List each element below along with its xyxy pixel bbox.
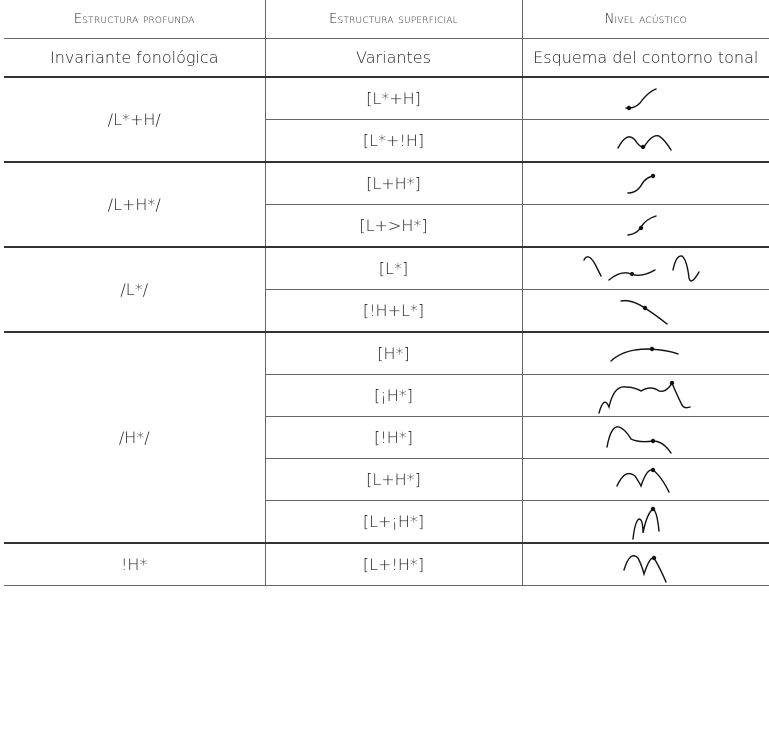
header-deep-structure: Estructura profunda xyxy=(4,0,266,39)
subheader-invariant: Invariante fonológica xyxy=(4,38,266,78)
invariant-cell: /L*+H/ xyxy=(4,76,266,163)
contour-cell xyxy=(521,458,769,501)
subheader-row: Invariante fonológica Variantes Esquema … xyxy=(4,38,769,78)
table-row: [!H*] xyxy=(4,416,769,459)
variant-cell: [L+H*] xyxy=(264,161,523,205)
contour-cell xyxy=(521,76,769,120)
fall-mid-dot-icon xyxy=(620,299,668,325)
variant-cell: [L+H*] xyxy=(264,458,523,501)
invariant-cell: /H*/ xyxy=(4,331,266,544)
table-row: !H* [L+!H*] xyxy=(4,542,769,586)
intonation-table: Estructura profunda Estructura superfici… xyxy=(4,0,769,586)
variant-cell: [L+¡H*] xyxy=(264,500,523,544)
contour-cell xyxy=(521,331,769,375)
rise-high-dot-icon xyxy=(627,173,655,194)
header-acoustic-level: Nivel acústico xyxy=(521,0,769,39)
contour-cell xyxy=(521,416,769,459)
contour-cell xyxy=(521,246,769,290)
variant-cell: [H*] xyxy=(264,331,523,375)
flat-arch-dot-icon xyxy=(610,346,679,362)
contour-cell xyxy=(521,500,769,544)
contour-cell xyxy=(521,204,769,248)
table-row: [L+H*] xyxy=(4,458,769,501)
invariant-cell: /L+H*/ xyxy=(4,161,266,248)
header-row: Estructura profunda Estructura superfici… xyxy=(4,0,769,39)
subheader-variants: Variantes xyxy=(264,38,523,78)
variant-cell: [¡H*] xyxy=(264,374,523,417)
table-row: /L*/ [L*] xyxy=(4,246,769,333)
wave-low-dot-icon xyxy=(617,134,672,151)
invariant-cell: /L*/ xyxy=(4,246,266,333)
variant-cell: [L*+H] xyxy=(264,76,523,120)
variant-cell: [L*+!H] xyxy=(264,119,523,163)
double-peak-mid-dot-icon xyxy=(623,554,667,583)
variant-cell: [!H+L*] xyxy=(264,289,523,333)
variant-cell: [!H*] xyxy=(264,416,523,459)
table-row: /H*/ [H*] xyxy=(4,331,769,544)
contour-cell xyxy=(521,374,769,417)
variant-cell: [L+!H*] xyxy=(264,542,523,586)
table-row: /L+H*/ [L+H*] xyxy=(4,161,769,248)
contour-cell xyxy=(521,289,769,333)
steep-double-peak-dot-icon xyxy=(632,506,660,540)
invariant-cell: !H* xyxy=(4,542,266,586)
variant-cell: [L*] xyxy=(264,246,523,290)
rise-mid-dot-icon xyxy=(627,214,657,236)
header-surface-structure: Estructura superficial xyxy=(264,0,523,39)
table-row: /L*+H/ [L*+H] xyxy=(4,76,769,163)
table-row: [L*+!H] xyxy=(4,119,769,163)
rise-low-dot-icon xyxy=(625,87,657,110)
fall-valley-rise-icon xyxy=(583,254,700,282)
rise-plateau-peak-icon xyxy=(598,380,691,414)
contour-cell xyxy=(521,119,769,163)
variant-cell: [L+>H*] xyxy=(264,204,523,248)
contour-cell xyxy=(521,161,769,205)
peak-fall-dot-icon xyxy=(606,425,672,454)
contour-cell xyxy=(521,542,769,586)
double-peak-dot-icon xyxy=(616,467,670,493)
subheader-contour-scheme: Esquema del contorno tonal xyxy=(521,38,769,78)
